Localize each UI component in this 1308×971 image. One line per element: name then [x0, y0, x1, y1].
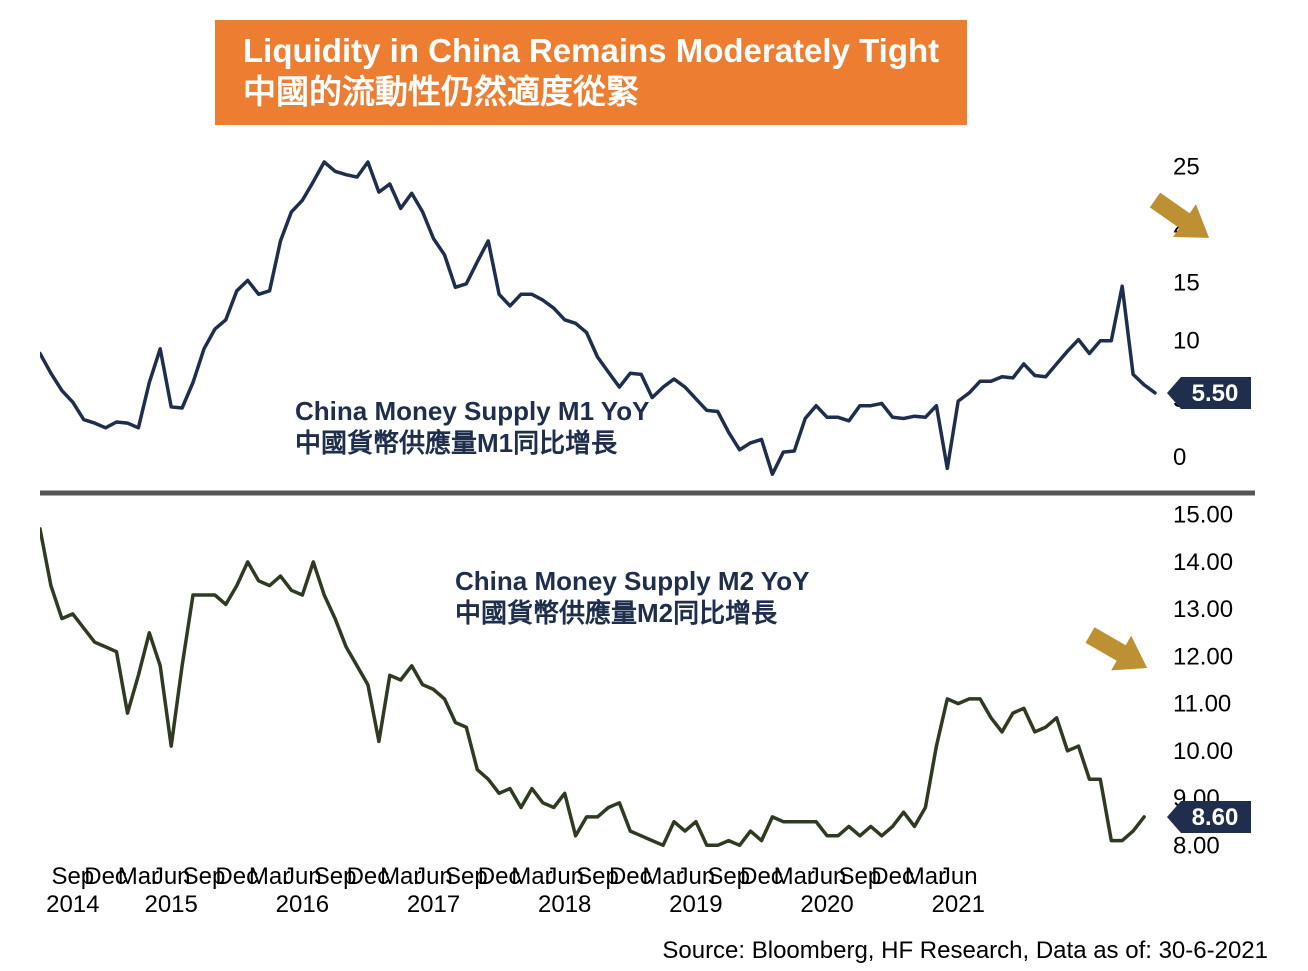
y-tick-label: 11.00 [1173, 691, 1231, 718]
x-tick-year: 2018 [538, 891, 591, 918]
title-en: Liquidity in China Remains Moderately Ti… [243, 30, 939, 71]
y-tick-label: 25 [1173, 154, 1200, 181]
x-tick-year: 2019 [669, 891, 722, 918]
x-tick-year: 2015 [144, 891, 197, 918]
y-tick-label: 12.00 [1173, 643, 1233, 670]
y-tick-label: 0 [1173, 444, 1186, 471]
arrow-icon [1080, 618, 1157, 686]
value-badge-text: 8.60 [1192, 804, 1239, 831]
x-tick-year: 2020 [800, 891, 853, 918]
y-tick-label: 13.00 [1173, 596, 1233, 623]
arrow-icon [1144, 184, 1221, 255]
y-tick-label: 14.00 [1173, 549, 1233, 576]
y-tick-label: 10 [1173, 328, 1200, 355]
x-tick-month: Jun [939, 863, 978, 890]
source-text: Source: Bloomberg, HF Research, Data as … [662, 937, 1268, 965]
chart-page: Liquidity in China Remains Moderately Ti… [0, 0, 1308, 971]
charts-svg: 0510152025China Money Supply M1 YoY中國貨幣供… [40, 145, 1270, 935]
charts-container: 0510152025China Money Supply M1 YoY中國貨幣供… [40, 145, 1270, 895]
y-tick-label: 15 [1173, 270, 1200, 297]
series-label: China Money Supply M2 YoY中國貨幣供應量M2同比增長 [455, 566, 809, 628]
y-tick-label: 10.00 [1173, 738, 1233, 765]
x-tick-year: 2014 [46, 891, 99, 918]
x-tick-year: 2017 [407, 891, 460, 918]
x-tick-year: 2021 [932, 891, 985, 918]
title-banner: Liquidity in China Remains Moderately Ti… [215, 20, 967, 125]
series-label: China Money Supply M1 YoY中國貨幣供應量M1同比增長 [295, 396, 649, 458]
y-tick-label: 8.00 [1173, 832, 1220, 859]
y-tick-label: 15.00 [1173, 502, 1233, 529]
x-tick-year: 2016 [276, 891, 329, 918]
value-badge-text: 5.50 [1192, 380, 1239, 407]
title-zh: 中國的流動性仍然適度從緊 [243, 71, 939, 112]
